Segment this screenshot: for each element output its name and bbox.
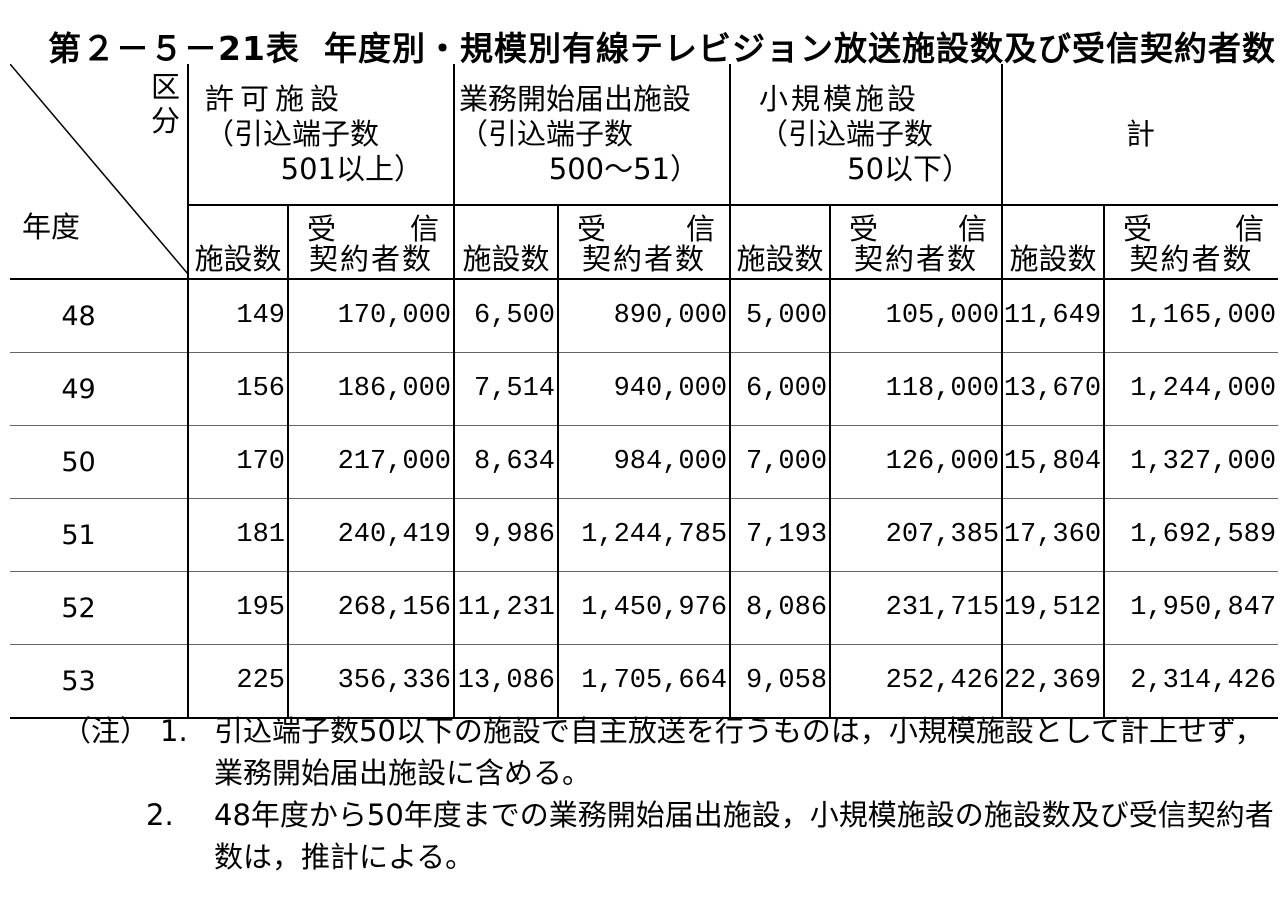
facility-count-cell: 11,231 bbox=[453, 571, 559, 645]
facility-count-cell: 5,000 bbox=[729, 279, 831, 353]
corner-diagonal bbox=[10, 64, 188, 274]
facility-count-cell: 225 bbox=[187, 644, 288, 719]
subscriber-count-cell: 1,244,785 bbox=[557, 498, 731, 572]
subheader-count: 施設数 bbox=[729, 205, 831, 280]
note-item-1: （注） 1. 引込端子数50以下の施設で自主放送を行うものは，小規模施設として計… bbox=[62, 710, 1277, 794]
year-cell: 49 bbox=[10, 352, 188, 426]
subscriber-count-cell: 118,000 bbox=[829, 352, 1003, 426]
facility-count-cell: 170 bbox=[187, 425, 288, 499]
year-cell: 52 bbox=[10, 571, 188, 645]
group-range: 500～51） bbox=[548, 151, 700, 186]
table-row: 51 181 240,419 9,986 1,244,785 7,193 207,385 17… bbox=[10, 498, 1279, 572]
group-range: 50以下） bbox=[847, 151, 972, 186]
subscriber-count-cell: 1,244,000 bbox=[1103, 352, 1279, 426]
header-corner-cell: 区分 年度 bbox=[10, 64, 188, 280]
year-cell: 50 bbox=[10, 425, 188, 499]
subscriber-count-cell: 170,000 bbox=[286, 279, 455, 353]
group-title: 業務開始届出施設 bbox=[459, 81, 692, 116]
subscriber-count-cell: 240,419 bbox=[286, 498, 455, 572]
facility-count-cell: 9,058 bbox=[729, 644, 831, 719]
data-table: 区分 年度 許可施設 （引込端子数 501以上） 業務開始届出施設 （引込端子数… bbox=[10, 64, 1279, 719]
year-cell: 51 bbox=[10, 498, 188, 572]
facility-count-cell: 7,000 bbox=[729, 425, 831, 499]
subscriber-count-cell: 2,314,426 bbox=[1103, 644, 1279, 719]
subscriber-count-cell: 890,000 bbox=[557, 279, 731, 353]
group-title: 許可施設 bbox=[205, 81, 346, 116]
subscriber-count-cell: 252,426 bbox=[829, 644, 1003, 719]
group-header-licensed: 許可施設 （引込端子数 501以上） bbox=[186, 64, 455, 206]
group-header-notified: 業務開始届出施設 （引込端子数 500～51） bbox=[453, 64, 731, 206]
facility-count-cell: 6,000 bbox=[729, 352, 831, 426]
facility-count-cell: 9,986 bbox=[453, 498, 559, 572]
facility-count-cell: 195 bbox=[187, 571, 288, 645]
year-cell: 53 bbox=[10, 644, 188, 719]
table-row: 50 170 217,000 8,634 984,000 7,000 126,000 15,8… bbox=[10, 425, 1279, 499]
facility-count-cell: 11,649 bbox=[1001, 279, 1105, 353]
subscriber-count-cell: 1,165,000 bbox=[1103, 279, 1279, 353]
subheader-subscribers: 受信 契約者数 bbox=[829, 205, 1003, 280]
subscriber-count-cell: 356,336 bbox=[286, 644, 455, 719]
subheader-subscribers: 受信 契約者数 bbox=[557, 205, 731, 280]
subscriber-count-cell: 984,000 bbox=[557, 425, 731, 499]
table-number: 第２－５－21表 bbox=[48, 29, 300, 68]
subscriber-count-cell: 268,156 bbox=[286, 571, 455, 645]
subscriber-count-cell: 217,000 bbox=[286, 425, 455, 499]
table-title: 第２－５－21表 年度別・規模別有線テレビジョン放送施設数及び受信契約者数 bbox=[48, 22, 1276, 70]
table-row: 52 195 268,156 11,231 1,450,976 8,086 231,715 1… bbox=[10, 571, 1279, 645]
facility-count-cell: 15,804 bbox=[1001, 425, 1105, 499]
note-text: 引込端子数50以下の施設で自主放送を行うものは，小規模施設として計上せず，業務開… bbox=[214, 714, 1264, 790]
subscriber-count-cell: 940,000 bbox=[557, 352, 731, 426]
subscriber-count-cell: 105,000 bbox=[829, 279, 1003, 353]
subscriber-count-cell: 1,705,664 bbox=[557, 644, 731, 719]
note-number: 1. bbox=[160, 714, 188, 748]
table-row: 48 149 170,000 6,500 890,000 5,000 105,000 11,6… bbox=[10, 279, 1279, 353]
subheader-count: 施設数 bbox=[453, 205, 559, 280]
group-title: 計 bbox=[1126, 116, 1156, 151]
subscriber-count-cell: 186,000 bbox=[286, 352, 455, 426]
note-label: （注） bbox=[62, 714, 150, 748]
subscriber-count-cell: 1,950,847 bbox=[1103, 571, 1279, 645]
subscriber-count-cell: 231,715 bbox=[829, 571, 1003, 645]
note-text: 48年度から50年度までの業務開始届出施設，小規模施設の施設数及び受信契約者数は… bbox=[214, 798, 1274, 874]
subheader-count: 施設数 bbox=[1001, 205, 1105, 280]
table-row: 53 225 356,336 13,086 1,705,664 9,058 252,426 2… bbox=[10, 644, 1279, 719]
subheader-count: 施設数 bbox=[187, 205, 288, 280]
facility-count-cell: 8,634 bbox=[453, 425, 559, 499]
group-range: 501以上） bbox=[280, 151, 424, 186]
facility-count-cell: 8,086 bbox=[729, 571, 831, 645]
note-number: 2. bbox=[146, 798, 174, 832]
facility-count-cell: 149 bbox=[187, 279, 288, 353]
subscriber-count-cell: 126,000 bbox=[829, 425, 1003, 499]
group-title: 小規模施設 bbox=[759, 81, 920, 116]
subscriber-count-cell: 1,327,000 bbox=[1103, 425, 1279, 499]
facility-count-cell: 19,512 bbox=[1001, 571, 1105, 645]
corner-kubun-label: 区分 bbox=[151, 70, 181, 138]
facility-count-cell: 6,500 bbox=[453, 279, 559, 353]
subscriber-count-cell: 1,692,589 bbox=[1103, 498, 1279, 572]
corner-nendo-label: 年度 bbox=[22, 210, 81, 244]
group-subtitle: （引込端子数 bbox=[459, 116, 634, 151]
group-header-total: 計 bbox=[1001, 64, 1279, 206]
note-item-2: 2. 48年度から50年度までの業務開始届出施設，小規模施設の施設数及び受信契約… bbox=[62, 794, 1277, 878]
group-header-small: 小規模施設 （引込端子数 50以下） bbox=[729, 64, 1003, 206]
facility-count-cell: 17,360 bbox=[1001, 498, 1105, 572]
subheader-subscribers: 受信 契約者数 bbox=[1103, 205, 1279, 280]
subscriber-count-cell: 207,385 bbox=[829, 498, 1003, 572]
group-subtitle: （引込端子数 bbox=[205, 116, 380, 151]
facility-count-cell: 156 bbox=[187, 352, 288, 426]
facility-count-cell: 13,086 bbox=[453, 644, 559, 719]
facility-count-cell: 7,514 bbox=[453, 352, 559, 426]
table-row: 49 156 186,000 7,514 940,000 6,000 118,000 13,6… bbox=[10, 352, 1279, 426]
table-title-text: 年度別・規模別有線テレビジョン放送施設数及び受信契約者数 bbox=[323, 29, 1276, 68]
table-body: 48 149 170,000 6,500 890,000 5,000 105,000 11,6… bbox=[10, 279, 1279, 719]
group-subtitle: （引込端子数 bbox=[759, 116, 934, 151]
facility-count-cell: 181 bbox=[187, 498, 288, 572]
facility-count-cell: 7,193 bbox=[729, 498, 831, 572]
notes: （注） 1. 引込端子数50以下の施設で自主放送を行うものは，小規模施設として計… bbox=[62, 710, 1277, 878]
facility-count-cell: 13,670 bbox=[1001, 352, 1105, 426]
subscriber-count-cell: 1,450,976 bbox=[557, 571, 731, 645]
year-cell: 48 bbox=[10, 279, 188, 353]
facility-count-cell: 22,369 bbox=[1001, 644, 1105, 719]
subheader-subscribers: 受信 契約者数 bbox=[286, 205, 455, 280]
